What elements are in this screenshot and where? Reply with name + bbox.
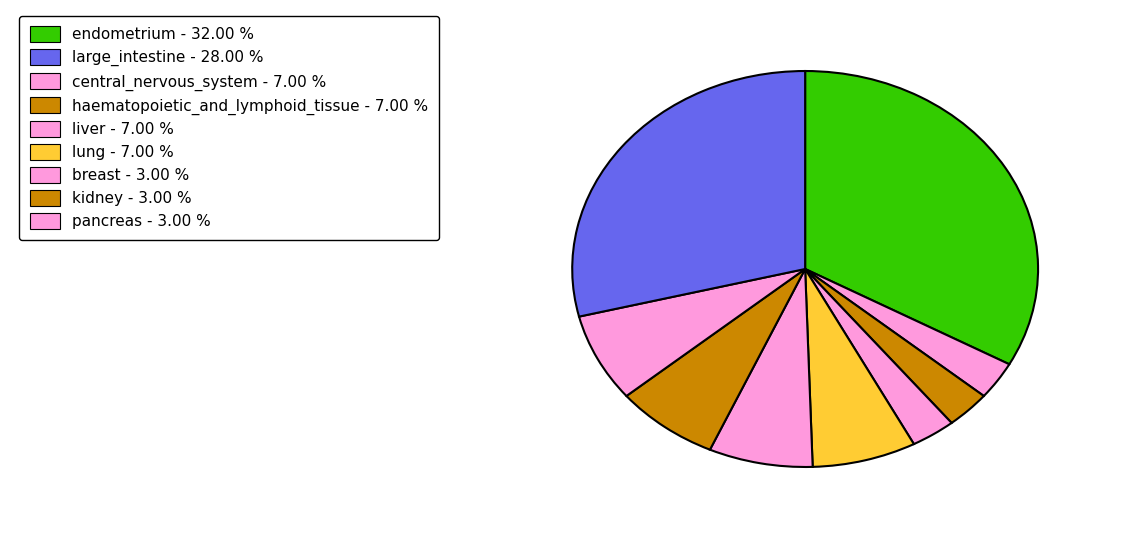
Wedge shape <box>805 71 1038 364</box>
Wedge shape <box>805 269 1009 396</box>
Wedge shape <box>805 269 914 467</box>
Wedge shape <box>573 71 805 317</box>
Wedge shape <box>805 269 984 423</box>
Legend: endometrium - 32.00 %, large_intestine - 28.00 %, central_nervous_system - 7.00 : endometrium - 32.00 %, large_intestine -… <box>19 16 439 239</box>
Wedge shape <box>710 269 813 467</box>
Wedge shape <box>579 269 805 396</box>
Wedge shape <box>805 269 951 444</box>
Wedge shape <box>626 269 805 450</box>
